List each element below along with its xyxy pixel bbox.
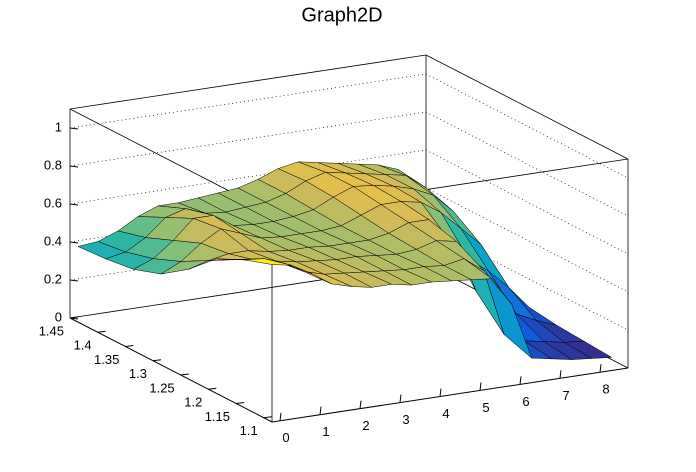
x-tick-label: 7 (562, 388, 569, 403)
z-tick (69, 165, 79, 168)
x-tick-label: 5 (482, 400, 489, 415)
y-tick-label: 1.15 (205, 409, 230, 424)
y-tick (125, 344, 134, 347)
x-tick (599, 364, 602, 373)
x-axis (271, 367, 629, 423)
y-tick (208, 387, 217, 390)
grid-line (69, 111, 629, 217)
x-tick-label: 6 (522, 394, 529, 409)
z-tick-label: 0 (55, 309, 62, 324)
x-tick (399, 394, 402, 403)
y-axis (69, 317, 273, 423)
x-tick (359, 400, 362, 409)
z-tick (69, 279, 79, 282)
y-tick (97, 330, 106, 333)
z-tick-label: 0.8 (44, 157, 62, 172)
y-tick-label: 1.1 (240, 423, 258, 438)
y-tick-label: 1.4 (74, 338, 92, 353)
y-tick (180, 373, 189, 376)
z-tick-label: 0.4 (44, 233, 62, 248)
y-tick (69, 316, 79, 319)
z-tick-label: 1 (55, 119, 62, 134)
x-tick-label: 4 (442, 406, 449, 421)
x-tick (279, 412, 282, 421)
box-edge (425, 54, 629, 160)
grid-line (69, 73, 629, 179)
z-tick (69, 241, 79, 244)
x-tick-label: 2 (362, 418, 369, 433)
y-tick-label: 1.3 (129, 366, 147, 381)
box-edge (69, 54, 427, 110)
surface-cell (243, 258, 292, 266)
y-tick-label: 1.45 (39, 323, 64, 338)
x-tick-label: 1 (322, 424, 329, 439)
y-tick (235, 401, 245, 404)
x-tick (439, 388, 442, 397)
grid-line (69, 149, 629, 255)
z-tick-label: 0.2 (44, 271, 62, 286)
y-tick (152, 359, 162, 362)
y-tick-label: 1.2 (184, 395, 202, 410)
x-tick (479, 382, 482, 391)
z-tick (69, 127, 79, 130)
x-tick-label: 3 (402, 412, 409, 427)
z-tick (69, 203, 79, 206)
z-tick-label: 0.6 (44, 195, 62, 210)
x-tick-label: 8 (602, 382, 609, 397)
x-tick (559, 370, 562, 379)
y-tick (263, 416, 272, 419)
y-tick-label: 1.35 (94, 352, 119, 367)
chart-title: Graph2D (301, 4, 382, 26)
x-tick (319, 406, 322, 415)
x-tick (519, 376, 522, 385)
y-tick-label: 1.25 (149, 380, 174, 395)
x-tick-label: 0 (282, 430, 289, 445)
